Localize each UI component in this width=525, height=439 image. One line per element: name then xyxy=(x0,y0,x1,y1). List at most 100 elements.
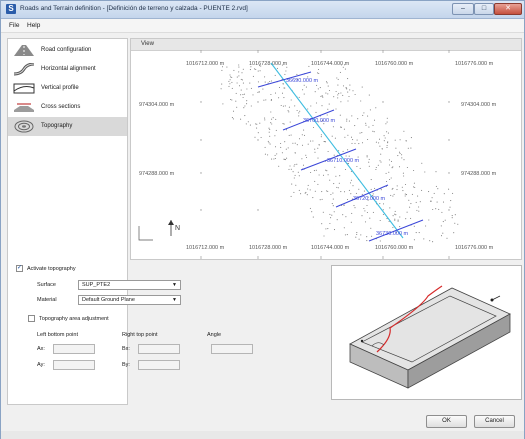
terrain-point xyxy=(298,189,300,191)
terrain-point xyxy=(339,175,341,177)
ay-input[interactable] xyxy=(53,360,95,370)
terrain-point xyxy=(305,191,307,193)
terrain-point xyxy=(294,142,296,144)
terrain-point xyxy=(305,154,307,156)
terrain-point xyxy=(353,205,355,207)
x-tick-bottom: 1016744.000 m xyxy=(311,245,350,251)
maximize-button[interactable]: □ xyxy=(474,3,494,15)
sidebar-item-vertical-profile[interactable]: Vertical profile xyxy=(8,79,127,98)
terrain-point xyxy=(280,104,282,107)
sidebar-nav: Road configuration Horizontal alignment … xyxy=(7,38,128,405)
ok-button[interactable]: OK xyxy=(426,415,467,428)
terrain-point xyxy=(309,189,311,191)
minimize-button[interactable]: – xyxy=(452,3,474,15)
terrain-point xyxy=(372,193,374,195)
terrain-point xyxy=(269,80,271,83)
terrain-point xyxy=(244,115,246,117)
terrain-point xyxy=(375,168,377,171)
by-input[interactable] xyxy=(138,360,180,370)
terrain-point xyxy=(444,219,446,221)
terrain-point xyxy=(290,195,292,197)
terrain-point xyxy=(310,105,312,107)
terrain-point xyxy=(327,228,329,230)
terrain-point xyxy=(452,192,454,194)
terrain-point xyxy=(438,208,440,210)
bx-input[interactable] xyxy=(138,344,180,354)
ax-input[interactable] xyxy=(53,344,95,354)
terrain-point xyxy=(317,157,319,159)
terrain-point xyxy=(368,158,370,160)
terrain-point xyxy=(238,66,240,68)
title-bar[interactable]: S Roads and Terrain definition - [Defini… xyxy=(1,1,524,19)
terrain-point xyxy=(274,74,276,76)
terrain-point xyxy=(403,159,405,161)
x-tick-top: 1016712.000 m xyxy=(186,61,225,67)
terrain-point xyxy=(316,72,319,74)
terrain-point xyxy=(229,83,231,85)
terrain-point xyxy=(257,81,259,83)
terrain-point xyxy=(339,71,341,73)
terrain-point xyxy=(228,85,230,87)
terrain-point xyxy=(307,76,309,78)
terrain-point xyxy=(337,97,339,99)
terrain-point xyxy=(301,134,303,136)
terrain-point xyxy=(294,105,296,107)
terrain-point xyxy=(317,147,319,149)
terrain-point xyxy=(378,138,381,140)
terrain-point xyxy=(394,139,396,141)
topography-viewport[interactable]: 1016712.000 m 1016728.000 m 1016744.000 … xyxy=(131,50,521,259)
menu-file[interactable]: File xyxy=(9,22,20,29)
terrain-point xyxy=(283,123,285,125)
terrain-point xyxy=(357,156,359,158)
terrain-point xyxy=(249,124,251,126)
sidebar-item-road-configuration[interactable]: Road configuration xyxy=(8,41,127,60)
terrain-point xyxy=(402,190,404,192)
by-label: By: xyxy=(122,362,130,368)
terrain-point xyxy=(314,190,316,192)
terrain-point xyxy=(321,198,323,200)
terrain-point xyxy=(333,183,335,185)
terrain-point xyxy=(342,66,344,68)
terrain-point xyxy=(361,86,363,88)
sidebar-item-topography[interactable]: Topography xyxy=(8,117,127,136)
activate-topography-checkbox[interactable]: ✓ xyxy=(16,265,23,272)
terrain-point xyxy=(386,121,388,123)
station-label: 36690.000 m xyxy=(286,78,319,84)
material-select[interactable]: Default Ground Plane ▼ xyxy=(78,295,181,305)
terrain-point xyxy=(436,201,438,203)
terrain-point xyxy=(282,123,284,125)
terrain-point xyxy=(440,225,442,227)
sidebar-item-horizontal-alignment[interactable]: Horizontal alignment xyxy=(8,60,127,79)
terrain-point xyxy=(442,201,445,203)
terrain-point xyxy=(364,210,366,212)
terrain-point xyxy=(347,78,349,80)
terrain-point xyxy=(287,110,289,112)
cancel-button[interactable]: Cancel xyxy=(474,415,515,428)
terrain-point xyxy=(228,80,230,82)
terrain-point xyxy=(257,70,259,72)
sidebar-item-cross-sections[interactable]: Cross sections xyxy=(8,98,127,117)
terrain-point xyxy=(379,240,381,242)
terrain-point xyxy=(229,74,231,76)
terrain-point xyxy=(276,67,278,69)
close-button[interactable]: ✕ xyxy=(494,3,522,15)
terrain-point xyxy=(327,174,329,176)
terrain-point xyxy=(245,123,247,125)
terrain-point xyxy=(312,140,314,142)
topography-area-adjustment-checkbox[interactable] xyxy=(28,315,35,322)
terrain-point xyxy=(312,126,315,129)
terrain-point xyxy=(363,112,365,114)
terrain-point xyxy=(321,105,323,107)
terrain-point xyxy=(390,194,392,196)
terrain-point xyxy=(346,234,348,236)
menu-help[interactable]: Help xyxy=(27,22,41,29)
terrain-point xyxy=(329,213,331,215)
terrain-point xyxy=(259,65,261,67)
terrain-point xyxy=(405,140,407,142)
terrain-point xyxy=(236,82,238,84)
terrain-point xyxy=(335,175,337,177)
surface-select[interactable]: SUP_PTE2 ▼ xyxy=(78,280,181,290)
angle-input[interactable] xyxy=(211,344,253,354)
terrain-point xyxy=(435,171,437,173)
horizontal-alignment-icon xyxy=(13,63,35,76)
